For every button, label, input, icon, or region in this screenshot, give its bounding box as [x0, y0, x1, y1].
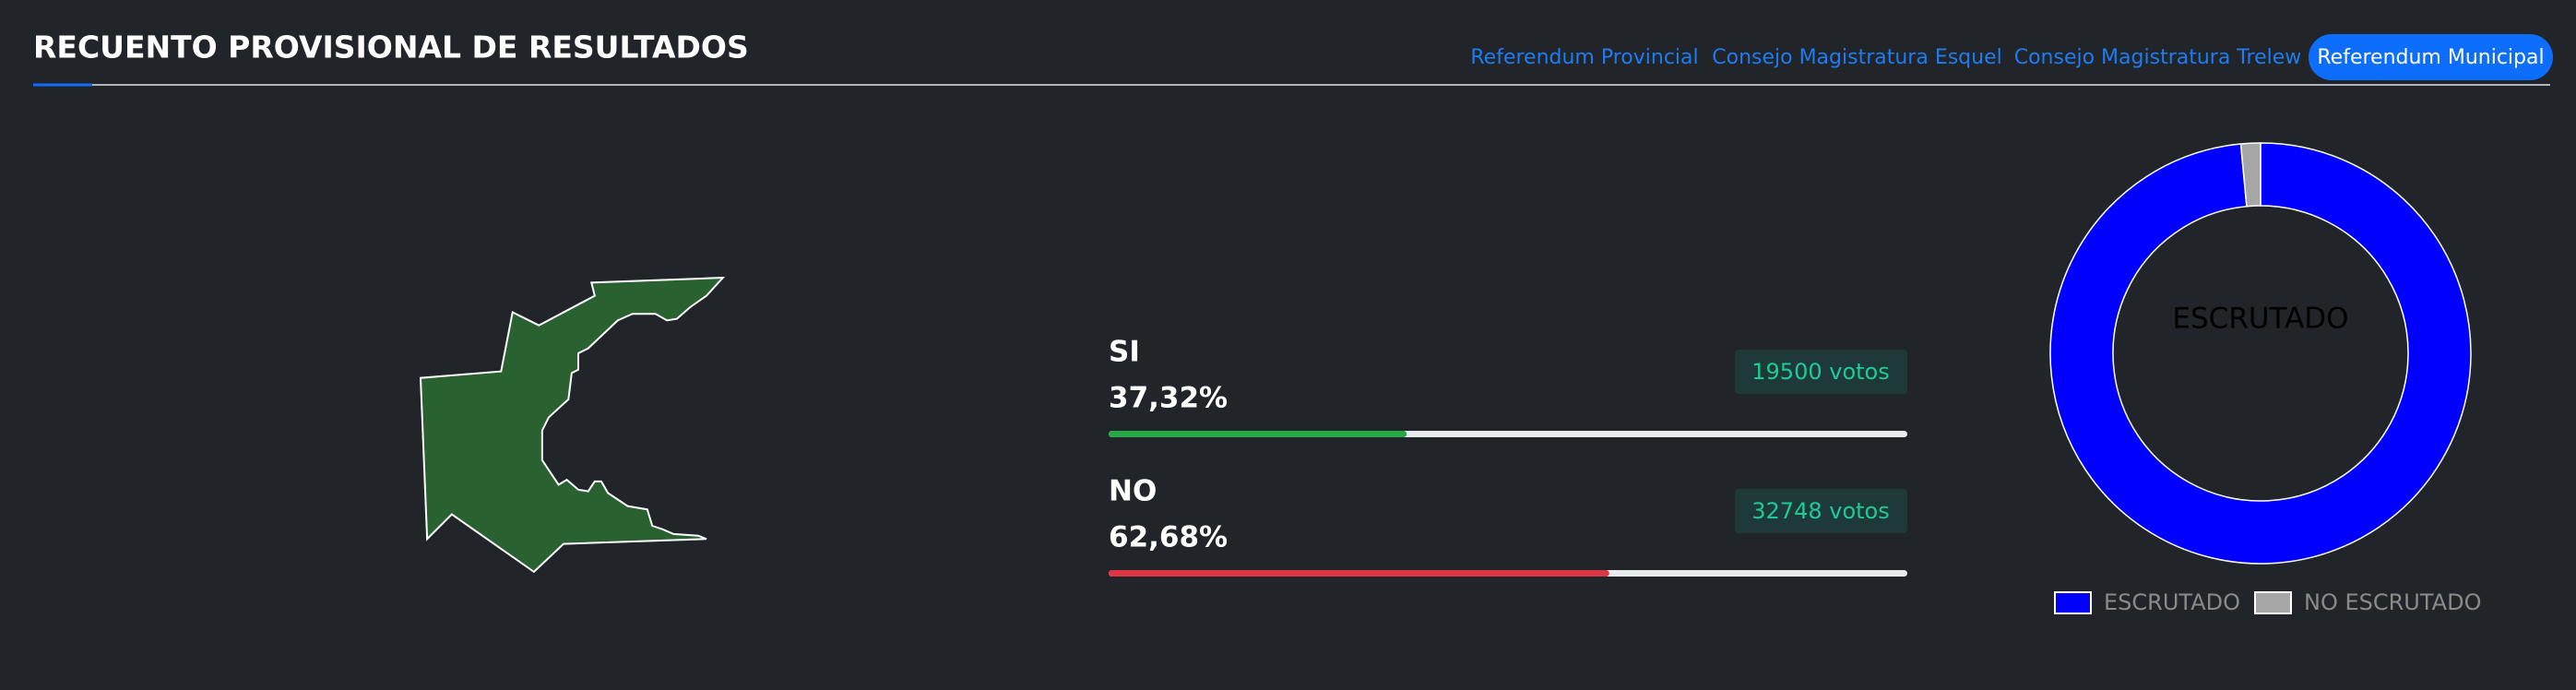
tabs: Referendum Provincial Consejo Magistratur… — [1470, 34, 2553, 80]
legend-swatch[interactable] — [2054, 591, 2092, 614]
option-label: SI — [1109, 336, 1140, 369]
tab[interactable]: Consejo Magistratura Esquel — [1712, 46, 2002, 69]
page-title: RECUENTO PROVISIONAL DE RESULTADOS — [33, 30, 749, 65]
legend-swatch[interactable] — [2254, 591, 2292, 614]
results: SI 37,32% 19500 votos NO 62,68% 32748 votos — [1109, 336, 1907, 577]
bar-fill — [1109, 431, 1407, 437]
tab-active-pill — [2309, 34, 2553, 80]
legend-label[interactable]: NO ESCRUTADO — [2304, 589, 2481, 615]
donut-slice[interactable] — [2049, 142, 2472, 565]
tab[interactable]: Referendum Municipal — [2317, 46, 2544, 69]
map — [421, 278, 723, 572]
donut-center-label: ESCRUTADO — [2172, 303, 2348, 336]
option-percent: 62,68% — [1109, 521, 1228, 554]
bar-fill — [1109, 570, 1609, 577]
votes-badge — [1735, 489, 1907, 533]
legend-label[interactable]: ESCRUTADO — [2104, 589, 2240, 615]
donut-chart: ESCRUTADO ESCRUTADO NO ESCRUTADO — [2049, 142, 2481, 615]
option-percent: 37,32% — [1109, 382, 1228, 415]
region-shape[interactable] — [421, 278, 723, 572]
votes-count: 19500 votos — [1751, 359, 1889, 385]
votes-badge — [1735, 350, 1907, 394]
tab[interactable]: Referendum Provincial — [1470, 46, 1698, 69]
votes-count: 32748 votos — [1751, 498, 1889, 524]
option-label: NO — [1109, 475, 1157, 508]
donut-slice[interactable] — [2239, 142, 2261, 208]
tab[interactable]: Consejo Magistratura Trelew — [2014, 46, 2302, 69]
